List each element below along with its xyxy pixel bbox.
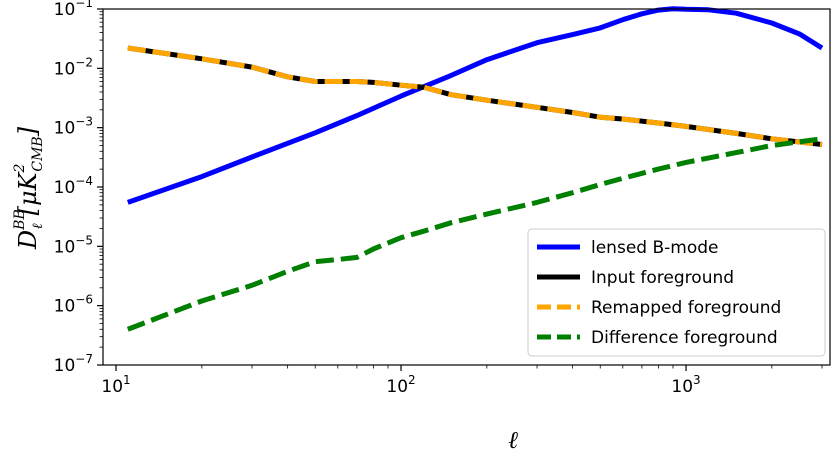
x-axis-ticks: 101 102 103: [101, 365, 823, 397]
y-tick-label: 10−3: [54, 115, 93, 139]
y-tick-label: 10−2: [54, 55, 93, 79]
x-tick-label: 101: [101, 373, 130, 397]
plot-lines: [126, 6, 824, 332]
series-line-remapped-foreground: [127, 45, 823, 147]
y-tick-label: 10−7: [54, 352, 93, 376]
x-tick-label: 102: [386, 373, 415, 397]
legend-label: Input foreground: [591, 268, 734, 288]
y-tick-label: 10−4: [54, 174, 93, 198]
legend-label: Remapped foreground: [591, 298, 781, 318]
series-line-lensed-b-mode: [126, 6, 824, 205]
legend: lensed B-mode Input foreground Remapped fo…: [527, 228, 826, 357]
legend-label: Difference foreground: [591, 328, 778, 348]
series-line-difference-foreground: [126, 136, 823, 332]
y-axis-ticks: 10−7 10−6 10−5 10−4 10−3 10−2 10−1: [54, 0, 103, 376]
y-axis-label: DBB ℓ[μK2 CMB]: [12, 126, 46, 250]
y-tick-label: 10−1: [54, 0, 93, 20]
y-tick-label: 10−5: [54, 233, 93, 257]
legend-label: lensed B-mode: [591, 238, 718, 258]
y-tick-label: 10−6: [54, 293, 93, 317]
x-axis-label: ℓ: [508, 426, 518, 454]
legend-box: [527, 228, 826, 357]
x-tick-label: 103: [671, 373, 700, 397]
